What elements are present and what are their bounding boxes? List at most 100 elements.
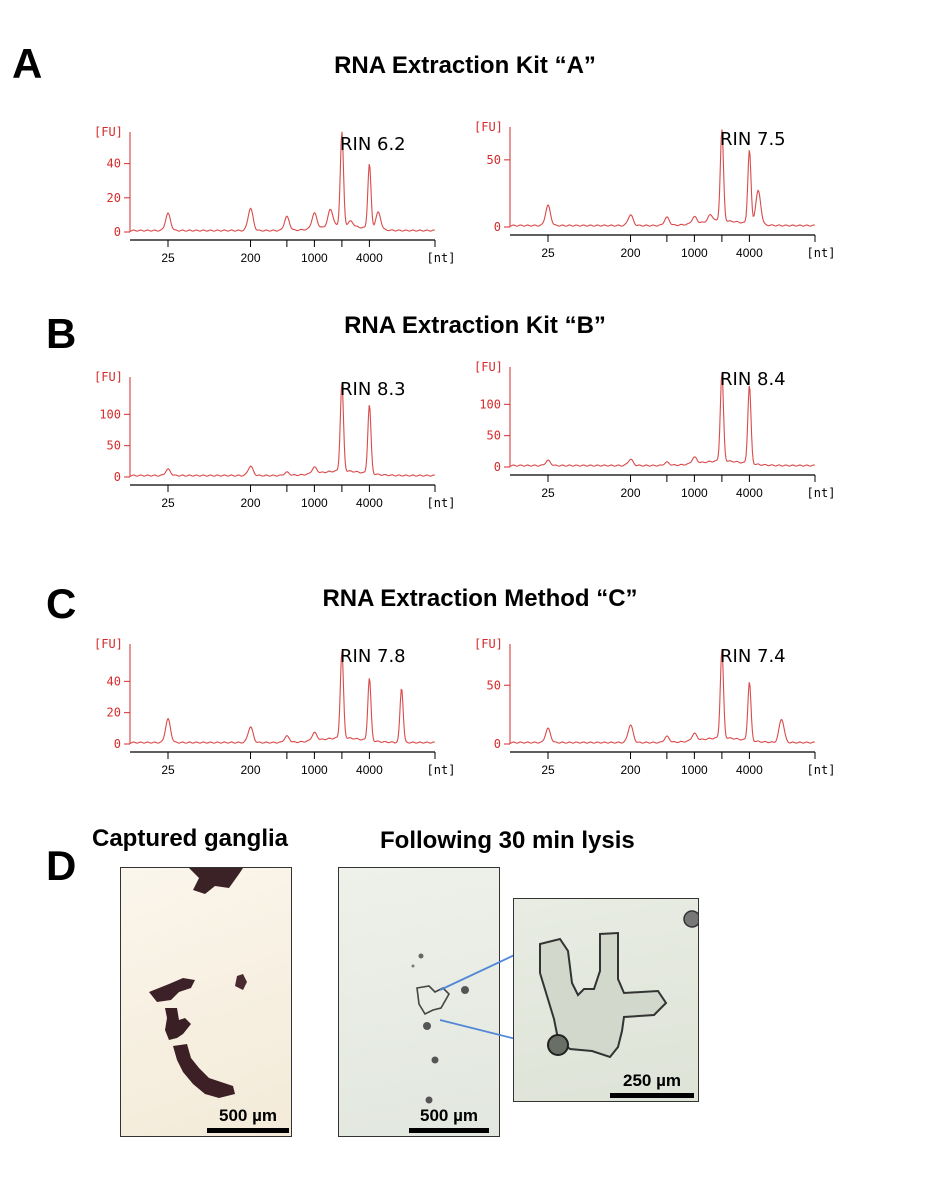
x-axis-unit-label: [nt] [807,246,836,260]
y-tick-label: 20 [107,706,121,720]
trace-b-left: [FU] 0 50 100 25 200 1000 4000 [nt] RIN 8.3 [90,365,455,515]
y-tick-label: 100 [99,407,121,421]
y-tick-label: 0 [494,737,501,751]
electropherogram-svg: [FU] 0 20 40 25 200 1000 4000 [nt] RIN 6.2 [94,125,455,265]
rin-label: RIN 7.5 [720,129,786,150]
micrograph-inset: 250 µm [513,898,699,1102]
y-axis-unit-label: [FU] [474,120,503,134]
x-tick-label: 4000 [356,763,383,777]
y-tick-label: 50 [487,678,501,692]
panel-letter-a: A [12,40,43,87]
x-tick-label: 200 [241,251,261,265]
rin-label: RIN 8.4 [720,369,786,390]
electropherogram-svg: [FU] 0 50 25 200 1000 4000 [nt] RIN 7.5 [474,120,835,260]
x-tick-label: 200 [621,486,641,500]
scale-bar-inset-label: 250 µm [623,1071,681,1090]
scale-bar-left-label: 500 µm [219,1106,277,1125]
panel-c-title: RNA Extraction Method “C” [322,585,638,612]
x-axis-unit-label: [nt] [427,251,456,265]
x-axis-unit-label: [nt] [427,496,456,510]
x-tick-label: 4000 [736,246,763,260]
micrograph-lysis: 500 µm [338,867,500,1137]
electropherogram-trace [130,131,435,232]
rin-label: RIN 6.2 [340,134,406,155]
y-axis-unit-label: [FU] [474,637,503,651]
y-axis-unit-label: [FU] [474,360,503,374]
y-tick-label: 50 [107,439,121,453]
x-tick-label: 4000 [356,496,383,510]
x-tick-label: 1000 [301,496,328,510]
x-tick-label: 25 [541,246,555,260]
trace-a-right: [FU] 0 50 25 200 1000 4000 [nt] RIN 7.5 [470,115,835,265]
x-tick-label: 25 [161,251,175,265]
rin-label: RIN 7.4 [720,646,786,667]
x-tick-label: 1000 [681,246,708,260]
electropherogram-svg: [FU] 0 20 40 25 200 1000 4000 [nt] RIN 7.8 [94,637,455,777]
y-tick-label: 50 [487,429,501,443]
scale-bar-inset: 250 µm [610,1071,694,1098]
panel-letter-b: B [46,310,77,357]
scale-bar-inset-line [610,1093,694,1098]
x-tick-label: 1000 [681,763,708,777]
ganglia-tissue-image [149,868,247,1098]
x-tick-label: 25 [161,763,175,777]
x-axis-unit-label: [nt] [427,763,456,777]
electropherogram-trace [130,382,435,477]
trace-c-left: [FU] 0 20 40 25 200 1000 4000 [nt] RIN 7.8 [90,632,455,782]
electropherogram-trace [510,372,815,467]
x-tick-label: 200 [241,496,261,510]
lysis-title: Following 30 min lysis [380,827,635,854]
x-tick-label: 25 [541,763,555,777]
x-tick-label: 4000 [736,486,763,500]
x-tick-label: 4000 [736,763,763,777]
rin-label: RIN 7.8 [340,646,406,667]
panel-letter-c: C [46,580,77,627]
y-tick-label: 0 [114,225,121,239]
electropherogram-trace [130,651,435,744]
y-tick-label: 40 [107,674,121,688]
rin-label: RIN 8.3 [340,379,406,400]
electropherogram-trace [510,129,815,227]
x-tick-label: 200 [621,246,641,260]
x-tick-label: 200 [621,763,641,777]
y-tick-label: 100 [479,397,501,411]
panel-letter-d: D [46,842,77,889]
micrograph-captured-ganglia: 500 µm [120,867,292,1137]
x-axis-unit-label: [nt] [807,763,836,777]
electropherogram-svg: [FU] 0 50 25 200 1000 4000 [nt] RIN 7.4 [474,637,835,777]
x-tick-label: 25 [541,486,555,500]
panel-a-title: RNA Extraction Kit “A” [334,52,596,79]
y-axis-unit-label: [FU] [94,637,123,651]
captured-ganglia-title: Captured ganglia [92,825,289,852]
scale-bar-middle-label: 500 µm [420,1106,478,1125]
y-tick-label: 0 [494,220,501,234]
lysis-tissue-image [411,953,469,1104]
scale-bar-middle: 500 µm [409,1106,489,1133]
y-axis-unit-label: [FU] [94,125,123,139]
scale-bar-left: 500 µm [207,1106,289,1133]
scale-bar-left-line [207,1128,289,1133]
electropherogram-svg: [FU] 0 50 100 25 200 1000 4000 [nt] RIN 8.3 [94,370,455,510]
y-axis-unit-label: [FU] [94,370,123,384]
panel-b-title: RNA Extraction Kit “B” [344,312,606,339]
x-tick-label: 200 [241,763,261,777]
y-tick-label: 50 [487,153,501,167]
electropherogram-svg: [FU] 0 50 100 25 200 1000 4000 [nt] RIN 8.4 [474,360,835,500]
trace-c-right: [FU] 0 50 25 200 1000 4000 [nt] RIN 7.4 [470,632,835,782]
y-tick-label: 40 [107,157,121,171]
y-tick-label: 0 [114,737,121,751]
electropherogram-trace [510,649,815,744]
x-tick-label: 25 [161,496,175,510]
x-tick-label: 4000 [356,251,383,265]
inset-tissue-image [539,910,698,1059]
y-tick-label: 20 [107,191,121,205]
x-tick-label: 1000 [301,763,328,777]
x-axis-unit-label: [nt] [807,486,836,500]
trace-b-right: [FU] 0 50 100 25 200 1000 4000 [nt] RIN 8.4 [470,355,835,505]
x-tick-label: 1000 [681,486,708,500]
y-tick-label: 0 [114,470,121,484]
x-tick-label: 1000 [301,251,328,265]
scale-bar-middle-line [409,1128,489,1133]
trace-a-left: [FU] 0 20 40 25 200 1000 4000 [nt] RIN 6.2 [90,120,455,270]
y-tick-label: 0 [494,460,501,474]
